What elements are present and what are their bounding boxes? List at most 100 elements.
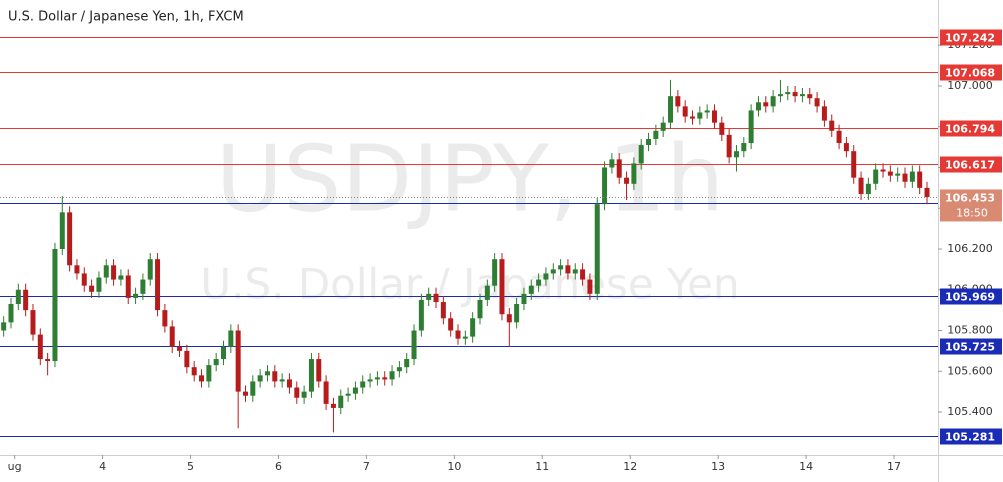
axis: 105.400105.600105.800106.000106.200106.4… [8, 29, 1002, 473]
candle-body [52, 248, 58, 362]
candle-body [323, 381, 329, 404]
candle-body [675, 96, 681, 107]
candle-body [345, 393, 351, 396]
level-label: 105.969 [945, 291, 995, 304]
candle-body [763, 102, 769, 107]
candle-body [45, 359, 51, 362]
candle-body [572, 269, 578, 274]
level-label-box [940, 288, 1002, 305]
x-tick-label: 10 [447, 460, 461, 473]
candle-body [594, 204, 600, 294]
candle-body [440, 301, 446, 319]
candle-body [155, 259, 161, 311]
watermark: USDJPY, 1h [216, 125, 725, 232]
x-tick-label: 5 [187, 460, 194, 473]
candle-body [147, 259, 153, 280]
candle-body [770, 96, 776, 107]
candle-body [279, 379, 285, 382]
candle-body [169, 326, 175, 347]
x-tick-label: 14 [799, 460, 813, 473]
candle-body [499, 259, 505, 315]
x-tick-label: 11 [535, 460, 549, 473]
candle-body [785, 92, 791, 95]
level-label: 107.068 [945, 67, 995, 80]
candle-body [851, 151, 857, 178]
candle-body [682, 106, 688, 117]
candle-body [550, 269, 556, 274]
candle-body [528, 285, 534, 294]
candle-body [89, 285, 95, 292]
candle-body [917, 171, 923, 188]
candle-body [1, 322, 7, 331]
candle-body [206, 365, 212, 382]
candle-body [330, 403, 336, 408]
candle-body [455, 330, 461, 339]
watermark-group: USDJPY, 1h U.S. Dollar / Japanese Yen [200, 125, 739, 308]
candle-body [741, 143, 747, 152]
level-label-box [940, 428, 1002, 445]
candle-body [506, 314, 512, 323]
candle-body [250, 381, 256, 396]
candle-body [624, 177, 630, 184]
y-tick-label: 107.000 [947, 79, 993, 92]
candle-body [587, 279, 593, 294]
candle-body [909, 171, 915, 182]
level-label-box [940, 120, 1002, 137]
candle-body [799, 94, 805, 97]
candle-body [543, 273, 549, 280]
candle-body [294, 387, 300, 398]
candle-body [59, 212, 65, 249]
candle-body [448, 318, 454, 331]
candle-body [668, 96, 674, 123]
plot [0, 37, 938, 437]
candle-body [653, 130, 659, 139]
candle-body [103, 265, 109, 278]
candle-body [81, 273, 87, 286]
level-label: 106.617 [945, 159, 995, 172]
candle-body [191, 367, 197, 376]
candle-body [829, 120, 835, 131]
candle-body [492, 259, 498, 286]
candle-body [235, 330, 241, 392]
candle-body [140, 279, 146, 294]
candle-body [404, 359, 410, 368]
y-tick-label: 105.800 [947, 324, 993, 337]
candle-body [30, 310, 36, 335]
candle-body [807, 94, 813, 99]
candle-body [514, 304, 520, 323]
candle-body [96, 277, 102, 292]
candle-body [74, 265, 80, 274]
candle-body [755, 102, 761, 111]
candle-body [382, 377, 388, 380]
y-tick-label: 105.400 [947, 405, 993, 418]
candle-body [111, 265, 117, 280]
candle-body [352, 387, 358, 394]
level-label-box [940, 156, 1002, 173]
candle-body [646, 138, 652, 146]
candle-body [690, 116, 696, 119]
last-price-label: 106.453 [945, 191, 995, 204]
candle-body [360, 381, 366, 388]
candle-body [836, 130, 842, 144]
candle-body [433, 293, 439, 302]
candle-body [308, 359, 314, 392]
candle-body [609, 159, 615, 168]
candle-body [301, 391, 307, 398]
candle-body [887, 171, 893, 176]
x-tick-label: 12 [623, 460, 637, 473]
candle-body [536, 279, 542, 286]
candle-body [15, 289, 21, 305]
candle-body [470, 318, 476, 337]
candle-body [602, 167, 608, 205]
candle-body [580, 269, 586, 280]
candle-body [162, 310, 168, 327]
candle-body [338, 395, 344, 408]
candle-body [880, 169, 886, 172]
candle-body [272, 371, 278, 382]
candle-body [23, 289, 29, 311]
candle-body [558, 265, 564, 270]
candle-body [521, 293, 527, 305]
candle-body [184, 350, 190, 368]
